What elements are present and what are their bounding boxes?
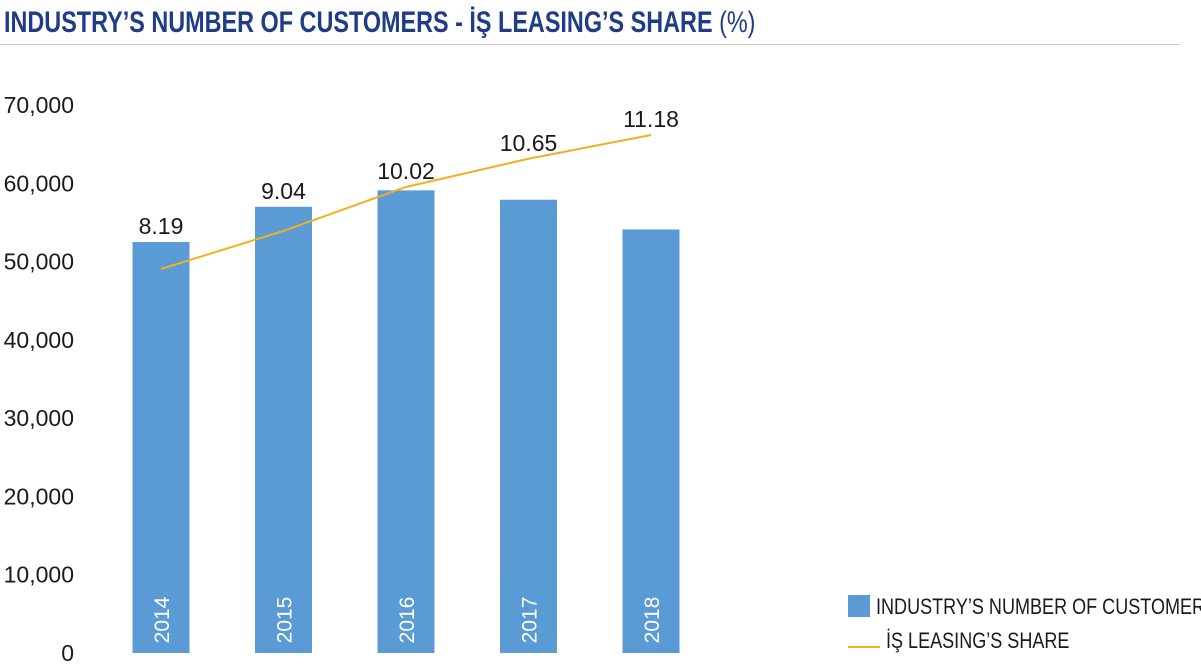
legend-swatch-bar [848, 595, 870, 617]
chart-title-text: INDUSTRY’S NUMBER OF CUSTOMERS - İŞ LEAS… [4, 6, 713, 39]
x-axis-categories: 2014 2015 2016 2017 2018 [151, 596, 664, 643]
share-data-label: 8.19 [139, 213, 184, 239]
bar-2017 [500, 199, 557, 653]
bar-2018 [622, 229, 680, 653]
y-tick-label: 70,000 [4, 92, 74, 118]
legend-label-share: İŞ LEASING’S SHARE [886, 628, 1070, 653]
x-category-label: 2018 [641, 597, 664, 644]
x-category-label: 2015 [274, 597, 297, 644]
y-tick-label: 20,000 [4, 483, 74, 509]
legend-swatch-line [848, 646, 880, 648]
x-category-label: 2014 [151, 596, 174, 643]
line-series [160, 134, 652, 270]
x-category-label: 2017 [519, 597, 542, 644]
y-tick-label: 50,000 [4, 249, 74, 275]
x-category-label: 2016 [396, 597, 419, 644]
share-data-label: 11.18 [623, 106, 679, 132]
bar-2015 [255, 206, 312, 653]
y-tick-label: 0 [61, 640, 74, 666]
bar-series [132, 190, 680, 653]
share-data-label: 10.02 [377, 158, 435, 184]
y-tick-label: 10,000 [4, 562, 74, 588]
share-data-label: 9.04 [261, 178, 306, 204]
y-tick-label: 40,000 [4, 327, 74, 353]
share-data-label: 10.65 [500, 130, 558, 156]
chart-title-suffix: (%) [719, 6, 756, 39]
line-data-labels: 8.19 9.04 10.02 10.65 11.18 [139, 106, 679, 239]
title-divider [0, 44, 1180, 45]
bar-2016 [377, 190, 435, 653]
legend-label-customers: INDUSTRY’S NUMBER OF CUSTOMERS [876, 594, 1201, 619]
chart-title: INDUSTRY’S NUMBER OF CUSTOMERS - İŞ LEAS… [4, 4, 755, 42]
y-tick-label: 60,000 [4, 170, 74, 196]
y-axis: 0 10,000 20,000 30,000 40,000 50,000 60,000 70,… [4, 92, 74, 666]
bar-2014 [132, 242, 190, 653]
y-tick-label: 30,000 [4, 405, 74, 431]
